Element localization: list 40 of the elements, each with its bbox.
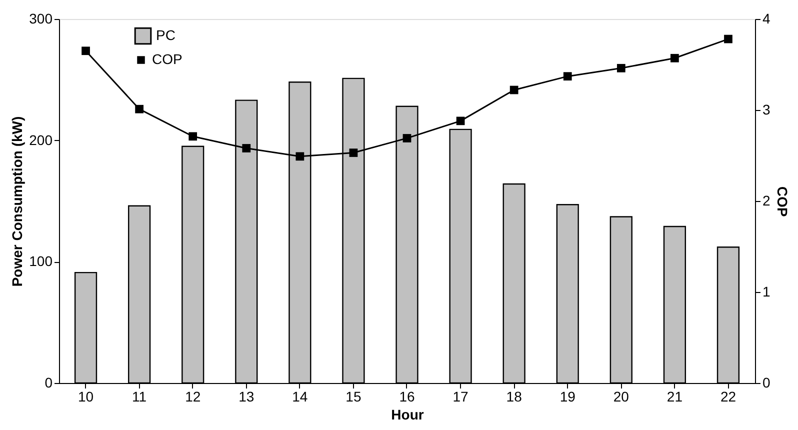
legend-label: COP	[152, 51, 182, 67]
x-tick-label: 13	[238, 388, 254, 404]
point	[188, 132, 198, 141]
y2-tick-label: 3	[762, 102, 770, 118]
point	[135, 104, 144, 114]
point	[510, 86, 518, 94]
x-axis-title: Hour	[391, 406, 424, 422]
point	[670, 54, 679, 62]
y2-tick-label: 4	[762, 10, 770, 26]
x-tick-label: 14	[292, 388, 308, 404]
y2-tick-label: 0	[762, 374, 770, 390]
x-tick-label: 18	[506, 388, 522, 404]
point	[563, 72, 572, 81]
y2-tick-label: 2	[762, 192, 770, 208]
x-tick-label: 15	[346, 388, 362, 404]
x-tick-label: 21	[666, 388, 683, 404]
x-tick-label: 11	[132, 388, 147, 404]
x-tick-label: 10	[78, 388, 94, 404]
x-tick-label: 12	[185, 388, 201, 404]
point	[349, 148, 358, 157]
y-tick-label: 100	[29, 253, 53, 270]
x-tick-label: 16	[399, 388, 415, 404]
x-tick-label: 22	[720, 388, 736, 404]
point	[242, 144, 251, 152]
legend-label: PC	[156, 27, 176, 43]
x-tick-label: 17	[452, 388, 469, 404]
point	[724, 34, 732, 44]
y-tick-label: 300	[29, 10, 53, 26]
x-tick-label: 20	[613, 388, 630, 404]
point	[82, 46, 90, 56]
y2-axis-title: COP	[774, 186, 790, 217]
y-tick-label: 200	[29, 132, 53, 148]
y2-tick-label: 1	[762, 284, 770, 300]
y-axis-title: Power Consumption (kW)	[9, 116, 26, 287]
y-tick-label: 0	[44, 374, 53, 390]
point	[456, 116, 465, 126]
point	[296, 152, 304, 161]
x-tick-label: 19	[560, 388, 576, 404]
point	[402, 134, 412, 142]
point	[616, 64, 626, 72]
